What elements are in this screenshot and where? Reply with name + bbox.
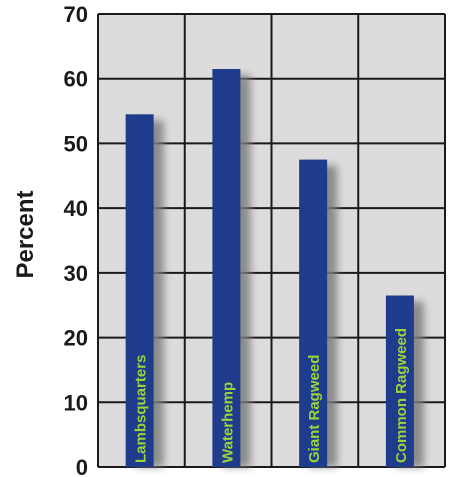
bar-labels: Lambsquarters Waterhemp Giant Ragweed Commo…	[133, 328, 410, 463]
bar-common-ragweed	[385, 295, 414, 467]
y-tick-label: 70	[64, 2, 88, 27]
bar-waterhemp	[212, 69, 241, 467]
y-tick-label: 50	[64, 131, 88, 156]
y-tick-label: 10	[64, 390, 88, 415]
bar-giant-ragweed	[299, 159, 328, 467]
bars	[125, 69, 414, 468]
y-tick-label: 40	[64, 196, 88, 221]
bar-label: Waterhemp	[219, 382, 236, 463]
y-tick-labels: 0 10 20 30 40 50 60 70	[64, 2, 88, 477]
y-tick-label: 30	[64, 261, 88, 286]
y-axis-label: Percent	[12, 190, 39, 278]
y-tick-label: 60	[64, 67, 88, 92]
y-tick-label: 20	[64, 326, 88, 351]
y-tick-label: 0	[76, 455, 88, 477]
bar-label: Common Ragweed	[393, 328, 410, 463]
bar-label: Lambsquarters	[133, 355, 150, 463]
bar-lambsquarters	[125, 114, 154, 468]
bar-label: Giant Ragweed	[306, 355, 323, 463]
